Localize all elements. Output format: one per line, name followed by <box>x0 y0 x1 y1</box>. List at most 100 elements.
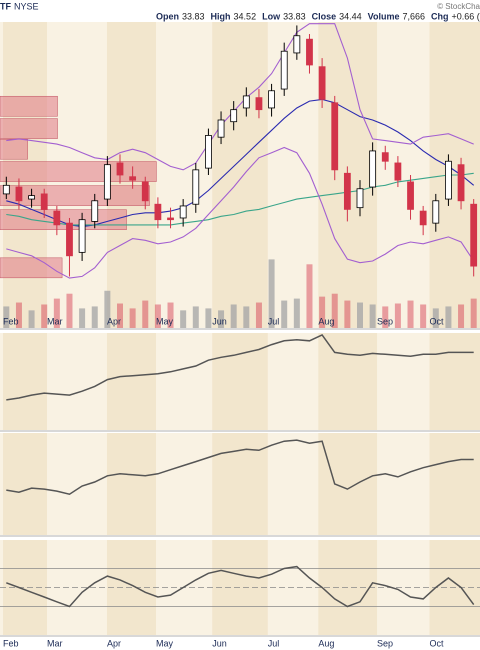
indicator-line <box>6 565 475 608</box>
candle-body <box>66 222 73 257</box>
candle-body <box>470 203 478 267</box>
month-label: Sep <box>377 316 393 326</box>
volume-bar <box>129 308 136 328</box>
quote-value: 33.83 <box>182 11 205 21</box>
candle-body <box>179 205 187 219</box>
volume-bar <box>91 306 98 328</box>
month-label: May <box>156 638 174 648</box>
candle-body <box>2 184 10 195</box>
month-label: Feb <box>3 638 19 648</box>
volume-bar <box>192 306 199 328</box>
volume-bar <box>167 302 174 328</box>
month-label: Feb <box>3 316 19 326</box>
quote-line: Open 33.83 High 34.52 Low 33.83 Close 34.44 Volu… <box>156 11 480 21</box>
indicator-line <box>6 439 474 496</box>
month-band <box>212 22 268 328</box>
quote-label: Low <box>262 11 281 21</box>
overlay-line <box>6 146 475 279</box>
volume-bar <box>142 300 149 328</box>
quote-label: Close <box>312 11 337 21</box>
volume-bar <box>180 310 187 328</box>
indicator-line <box>6 333 474 401</box>
volume-bar <box>445 306 452 328</box>
month-label: Jun <box>212 638 227 648</box>
candle-body <box>242 95 250 109</box>
month-label: Mar <box>47 638 63 648</box>
volume-bar <box>154 304 161 328</box>
month-label: Jun <box>212 316 227 326</box>
volume-bar <box>268 259 275 328</box>
candle-body <box>356 188 364 209</box>
volume-bar <box>331 293 338 328</box>
volume-bar <box>432 308 439 328</box>
candle-body <box>230 109 238 123</box>
candle-body <box>280 50 288 90</box>
candle-body <box>381 152 389 162</box>
candle-body <box>167 217 174 221</box>
candle-body <box>457 164 465 202</box>
month-band <box>318 333 378 430</box>
candle-body <box>53 210 61 226</box>
candle-body <box>306 38 313 66</box>
quote-value: 34.44 <box>339 11 362 21</box>
quote-label: Chg <box>431 11 449 21</box>
quote-label: High <box>211 11 231 21</box>
volume-bar <box>407 300 414 328</box>
candle-body <box>432 200 440 224</box>
candle-body <box>268 90 275 109</box>
volume-bar <box>218 310 225 328</box>
quote-label: Volume <box>368 11 400 21</box>
candle-body <box>154 203 162 221</box>
candle-body <box>28 195 35 200</box>
volume-bar <box>357 302 363 328</box>
candle-body <box>103 164 111 200</box>
volume-bar <box>281 300 288 328</box>
month-band <box>429 333 480 430</box>
quote-value: 33.83 <box>283 11 306 21</box>
candle-body <box>141 181 149 202</box>
quote-value: +0.66 (+1. <box>452 11 480 21</box>
month-label: May <box>156 316 174 326</box>
volume-bar <box>104 290 111 328</box>
candle-body <box>129 176 137 181</box>
volume-bar <box>205 308 212 328</box>
quote-value: 34.52 <box>234 11 257 21</box>
candle-body <box>419 210 427 226</box>
volume-by-price-bar <box>0 118 58 139</box>
volume-bar <box>293 298 300 328</box>
candle-body <box>205 135 212 169</box>
volume-bar <box>420 304 427 328</box>
volume-bar <box>230 304 237 328</box>
volume-bar <box>66 293 73 328</box>
volume-bar <box>382 306 389 328</box>
candle-body <box>217 119 225 138</box>
candle-body <box>255 97 263 111</box>
month-band <box>3 433 47 535</box>
volume-bar <box>28 310 35 328</box>
month-bands <box>0 22 480 637</box>
candle-body <box>15 186 23 202</box>
candle-body <box>343 172 351 210</box>
month-band <box>212 433 268 535</box>
candle-body <box>394 162 402 181</box>
month-band <box>3 333 47 430</box>
volume-bar <box>319 296 326 328</box>
month-band <box>429 433 480 535</box>
month-label: Oct <box>429 316 444 326</box>
candle-body <box>78 219 86 253</box>
month-label: Oct <box>429 638 444 648</box>
month-band <box>106 333 156 430</box>
month-label: Aug <box>318 316 334 326</box>
month-label: Apr <box>107 638 121 648</box>
volume-bar <box>41 304 48 328</box>
candle-body <box>318 66 326 100</box>
volume-bar <box>255 302 262 328</box>
candle-body <box>407 181 414 210</box>
month-label: Aug <box>318 638 334 648</box>
month-band <box>106 433 156 535</box>
month-label: Apr <box>107 316 121 326</box>
volume-bar <box>394 303 401 328</box>
quote-value: 7,666 <box>403 11 426 21</box>
volume-bar <box>344 300 351 328</box>
